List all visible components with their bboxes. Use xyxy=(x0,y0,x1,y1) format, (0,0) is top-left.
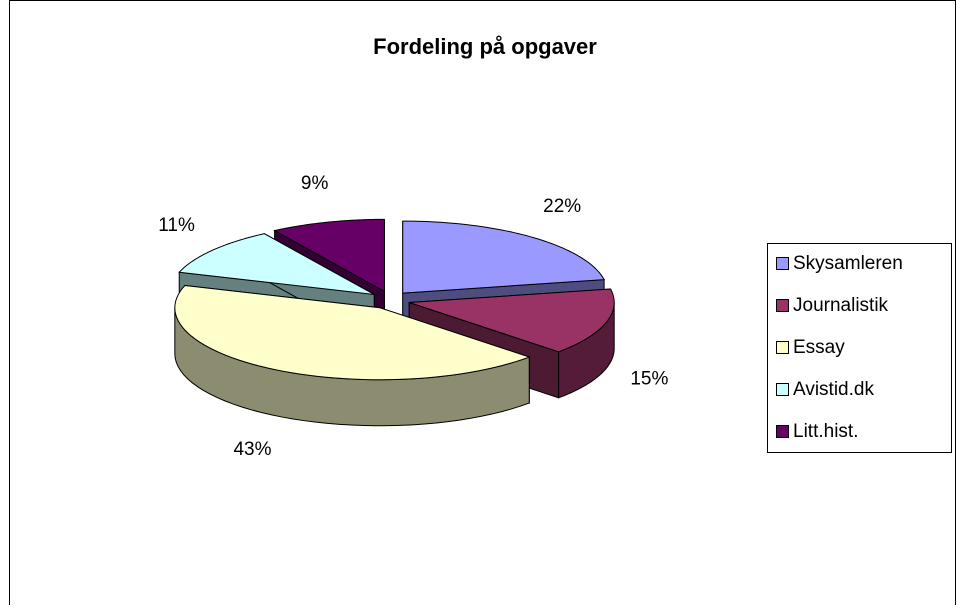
slice-top xyxy=(402,220,605,294)
data-label: 9% xyxy=(301,173,329,194)
slice-top xyxy=(174,284,531,381)
legend-swatch xyxy=(776,341,789,354)
legend-swatch xyxy=(776,257,789,270)
legend-label: Journalistik xyxy=(793,295,889,316)
legend-swatch xyxy=(776,383,789,396)
legend-label: Avistid.dk xyxy=(793,379,874,400)
data-label: 11% xyxy=(158,215,195,236)
legend-swatch xyxy=(776,425,789,438)
legend-label: Essay xyxy=(793,337,845,358)
data-label: 22% xyxy=(543,196,581,217)
slice-top xyxy=(273,218,385,293)
chart-title: Fordeling på opgaver xyxy=(373,34,597,59)
legend-label: Litt.hist. xyxy=(793,421,858,442)
slice xyxy=(174,284,531,427)
legend-label: Skysamleren xyxy=(793,253,903,274)
data-label: 43% xyxy=(233,439,271,460)
data-label: 15% xyxy=(630,369,668,390)
slice-top xyxy=(409,288,615,353)
slice-top xyxy=(178,233,375,295)
legend-swatch xyxy=(776,299,789,312)
legend xyxy=(767,243,952,453)
